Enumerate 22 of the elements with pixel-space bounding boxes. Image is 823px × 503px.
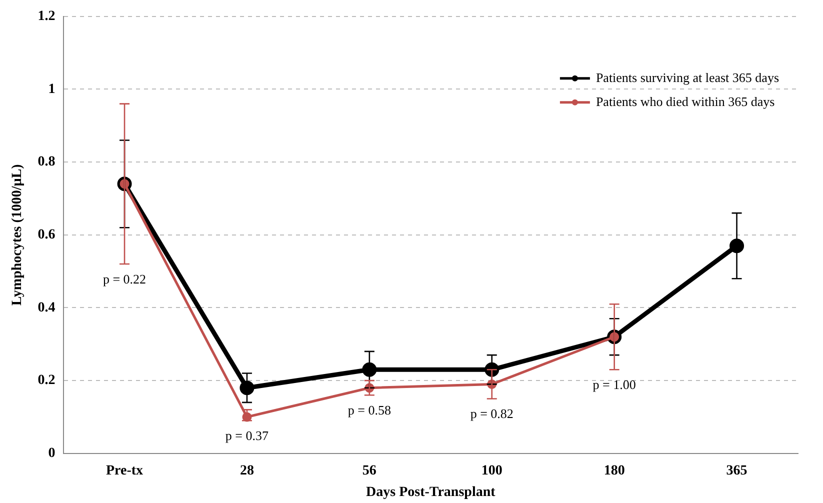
y-tick-label: 1 [48,82,56,97]
x-tick-label: Pre-tx [106,463,144,478]
y-tick-label: 0 [48,446,56,462]
annotation: p = 0.58 [348,402,391,418]
y-tick-label: 0.6 [38,228,56,243]
y-tick-label: 0.2 [38,373,56,388]
y-tick-label: 1.2 [38,9,56,24]
y-tick-label: 0.8 [38,154,56,170]
y-tick-label: 0.4 [38,300,56,316]
x-tick-label: 56 [362,463,376,478]
legend-label: Patients surviving at least 365 days [596,70,779,85]
x-tick-label: 180 [604,463,625,478]
x-tick-label: 28 [240,463,254,478]
annotation: p = 0.82 [470,406,514,422]
x-axis-title: Days Post-Transplant [366,485,496,500]
annotation: p = 0.37 [225,428,270,444]
annotation: p = 0.22 [102,271,146,286]
y-axis-title: Lymphocytes (1000/µL) [10,164,26,306]
legend-label: Patients who died within 365 days [596,94,775,109]
annotation: p = 1.00 [592,377,636,392]
x-tick-label: 365 [726,463,748,478]
x-tick-label: 100 [481,463,502,478]
